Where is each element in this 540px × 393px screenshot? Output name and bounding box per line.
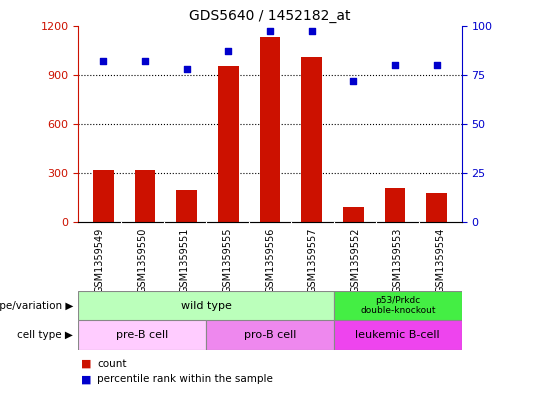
Title: GDS5640 / 1452182_at: GDS5640 / 1452182_at (189, 9, 351, 23)
Bar (426, 193, 447, 222)
Point (224, 48, 233, 54)
Text: GSM1359549: GSM1359549 (94, 228, 105, 293)
Text: leukemic B-cell: leukemic B-cell (355, 330, 440, 340)
Text: GSM1359553: GSM1359553 (393, 228, 403, 293)
Point (391, 62, 400, 68)
Text: wild type: wild type (181, 301, 232, 310)
Bar (343, 207, 364, 222)
Point (307, 28, 316, 35)
Text: ■: ■ (81, 358, 91, 369)
Text: genotype/variation ▶: genotype/variation ▶ (0, 301, 73, 310)
Bar (206, 320, 334, 350)
Text: GSM1359550: GSM1359550 (137, 228, 147, 293)
Bar (176, 190, 197, 222)
Bar (218, 66, 239, 222)
Bar (93, 170, 114, 222)
Text: GSM1359554: GSM1359554 (435, 228, 445, 293)
Text: cell type ▶: cell type ▶ (17, 330, 73, 340)
Point (183, 66, 191, 72)
Point (433, 62, 441, 68)
Bar (134, 170, 156, 222)
Point (349, 77, 357, 84)
Text: ■: ■ (81, 374, 91, 384)
Text: GSM1359556: GSM1359556 (265, 228, 275, 293)
Point (140, 58, 149, 64)
Point (99, 58, 107, 64)
Text: GSM1359555: GSM1359555 (222, 228, 232, 293)
Text: pre-B cell: pre-B cell (116, 330, 168, 340)
Bar (334, 291, 462, 320)
Bar (384, 187, 406, 222)
Text: pro-B cell: pro-B cell (244, 330, 296, 340)
Text: count: count (97, 358, 127, 369)
Bar (334, 320, 462, 350)
Bar (78, 320, 206, 350)
Bar (260, 37, 280, 222)
Text: GSM1359551: GSM1359551 (180, 228, 190, 293)
Text: GSM1359557: GSM1359557 (308, 228, 318, 293)
Text: GSM1359552: GSM1359552 (350, 228, 360, 293)
Bar (78, 291, 334, 320)
Text: p53/Prkdc
double-knockout: p53/Prkdc double-knockout (360, 296, 436, 315)
Text: percentile rank within the sample: percentile rank within the sample (97, 374, 273, 384)
Bar (301, 57, 322, 222)
Point (266, 28, 274, 35)
